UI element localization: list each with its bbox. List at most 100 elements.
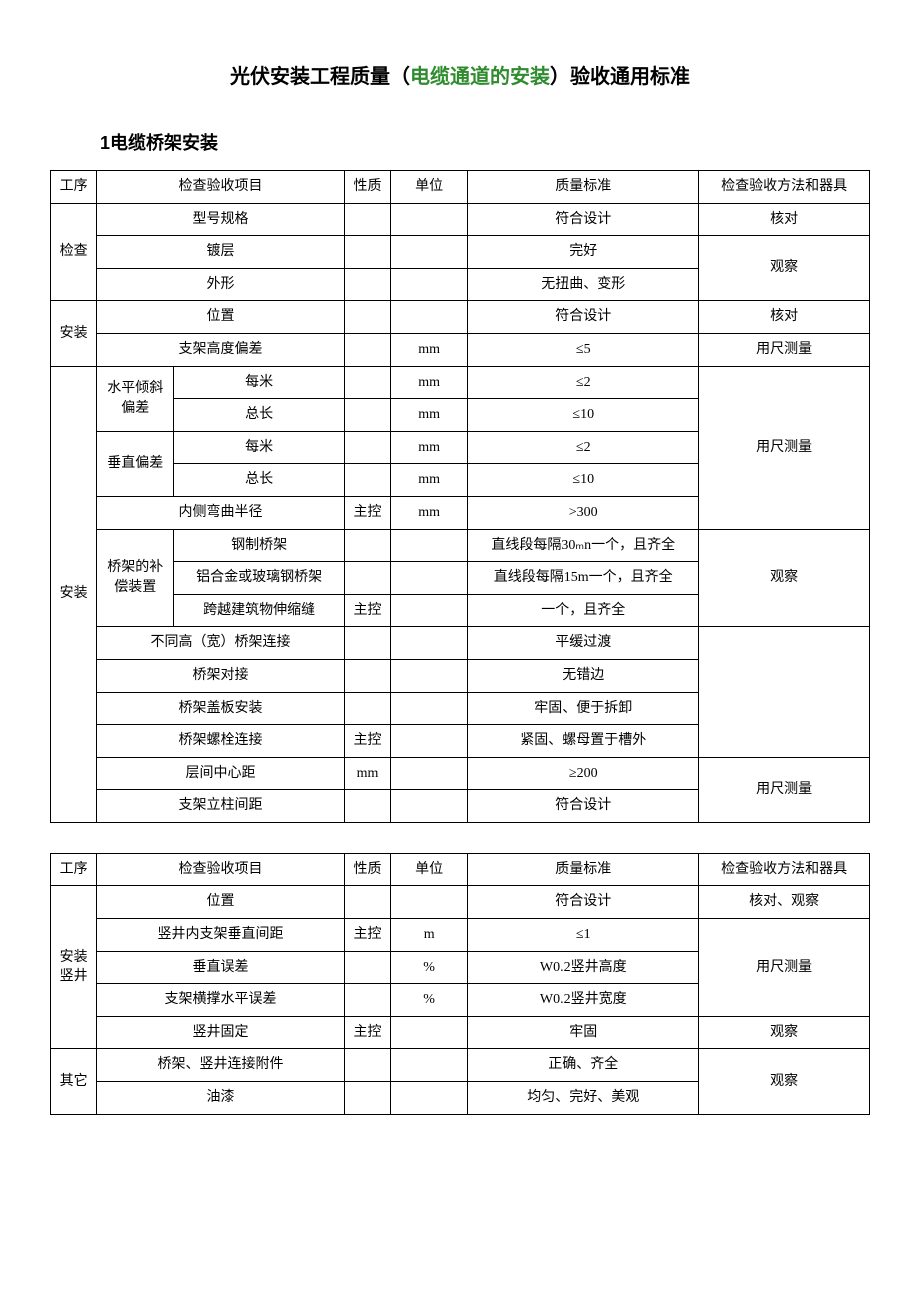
cell-item: 铝合金或玻璃钢桥架 — [174, 562, 345, 595]
cell-item: 外形 — [97, 268, 345, 301]
cell-item: 水平倾斜偏差 — [97, 366, 174, 431]
cell-unit: mm — [391, 399, 468, 432]
th-method: 检查验收方法和器具 — [699, 853, 870, 886]
cell-std: 符合设计 — [468, 886, 699, 919]
cell-unit: mm — [391, 431, 468, 464]
cell-nature — [344, 366, 390, 399]
cell-unit: % — [391, 984, 468, 1017]
section-heading-1: 1电缆桥架安装 — [100, 129, 870, 155]
cell-std: ≤2 — [468, 366, 699, 399]
th-standard: 质量标准 — [468, 171, 699, 204]
cell-nature: 主控 — [344, 1016, 390, 1049]
cell-nature — [344, 562, 390, 595]
cell-item: 跨越建筑物伸缩缝 — [174, 594, 345, 627]
cell-unit: mm — [391, 464, 468, 497]
table-row: 支架高度偏差 mm ≤5 用尺测量 — [51, 333, 870, 366]
cell-item: 支架立柱间距 — [97, 790, 345, 823]
th-nature: 性质 — [344, 171, 390, 204]
cell-unit — [391, 725, 468, 758]
cell-unit — [391, 268, 468, 301]
cell-nature — [344, 984, 390, 1017]
cell-nature — [344, 464, 390, 497]
cell-nature: mm — [344, 757, 390, 790]
cell-unit: mm — [391, 496, 468, 529]
cell-std: 符合设计 — [468, 203, 699, 236]
cell-nature — [344, 627, 390, 660]
cell-unit — [391, 301, 468, 334]
cell-unit — [391, 1082, 468, 1115]
cell-item: 垂直偏差 — [97, 431, 174, 496]
th-standard: 质量标准 — [468, 853, 699, 886]
table-row: 桥架的补偿装置 钢制桥架 直线段每隔30ₘn一个，且齐全 观察 — [51, 529, 870, 562]
cell-proc: 其它 — [51, 1049, 97, 1114]
cell-nature — [344, 529, 390, 562]
cell-item: 桥架的补偿装置 — [97, 529, 174, 627]
cell-item: 竖井内支架垂直间距 — [97, 919, 345, 952]
cell-unit — [391, 1016, 468, 1049]
cell-meth: 用尺测量 — [699, 333, 870, 366]
cell-item: 每米 — [174, 431, 345, 464]
cell-unit — [391, 790, 468, 823]
cell-std: 牢固、便于拆卸 — [468, 692, 699, 725]
cell-item: 桥架、竖井连接附件 — [97, 1049, 345, 1082]
cell-item: 镀层 — [97, 236, 345, 269]
cell-std: 完好 — [468, 236, 699, 269]
cell-item: 垂直误差 — [97, 951, 345, 984]
th-item: 检查验收项目 — [97, 171, 345, 204]
th-unit: 单位 — [391, 853, 468, 886]
cell-std: ≤10 — [468, 464, 699, 497]
cell-meth: 核对、观察 — [699, 886, 870, 919]
cell-std: W0.2竖井高度 — [468, 951, 699, 984]
cell-proc: 检查 — [51, 203, 97, 301]
cell-nature — [344, 399, 390, 432]
cell-std: 符合设计 — [468, 790, 699, 823]
cell-std: ≥200 — [468, 757, 699, 790]
cell-nature — [344, 951, 390, 984]
cell-unit — [391, 203, 468, 236]
title-part1: 光伏安装工程质量（ — [230, 66, 410, 88]
cell-item: 竖井固定 — [97, 1016, 345, 1049]
cell-nature — [344, 431, 390, 464]
table-row: 检查 型号规格 符合设计 核对 — [51, 203, 870, 236]
cell-unit — [391, 236, 468, 269]
table-row: 不同高（宽）桥架连接 平缓过渡 — [51, 627, 870, 660]
cell-std: 平缓过渡 — [468, 627, 699, 660]
cell-meth: 观察 — [699, 1016, 870, 1049]
cell-std: 一个，且齐全 — [468, 594, 699, 627]
title-part3: ）验收通用标准 — [550, 66, 690, 88]
th-item: 检查验收项目 — [97, 853, 345, 886]
cell-unit — [391, 1049, 468, 1082]
cell-nature — [344, 333, 390, 366]
cell-nature — [344, 790, 390, 823]
th-proc: 工序 — [51, 171, 97, 204]
cell-item: 支架横撑水平误差 — [97, 984, 345, 1017]
cell-std: ≤5 — [468, 333, 699, 366]
cell-std: W0.2竖井宽度 — [468, 984, 699, 1017]
table-row: 安装竖井 位置 符合设计 核对、观察 — [51, 886, 870, 919]
cell-item: 桥架对接 — [97, 659, 345, 692]
cell-meth: 观察 — [699, 529, 870, 627]
cell-item: 桥架螺栓连接 — [97, 725, 345, 758]
cell-item: 不同高（宽）桥架连接 — [97, 627, 345, 660]
cell-std: 牢固 — [468, 1016, 699, 1049]
cell-meth: 用尺测量 — [699, 366, 870, 529]
cell-nature — [344, 301, 390, 334]
table-row: 竖井固定 主控 牢固 观察 — [51, 1016, 870, 1049]
cell-meth: 观察 — [699, 1049, 870, 1114]
cell-item: 桥架盖板安装 — [97, 692, 345, 725]
table-row: 安装 位置 符合设计 核对 — [51, 301, 870, 334]
cell-std: 正确、齐全 — [468, 1049, 699, 1082]
cell-unit — [391, 659, 468, 692]
cell-meth: 用尺测量 — [699, 757, 870, 822]
cell-unit — [391, 529, 468, 562]
cell-std: 符合设计 — [468, 301, 699, 334]
cell-meth: 核对 — [699, 301, 870, 334]
th-proc: 工序 — [51, 853, 97, 886]
cell-std: 紧固、螺母置于槽外 — [468, 725, 699, 758]
cell-item: 总长 — [174, 464, 345, 497]
cell-std: ≤1 — [468, 919, 699, 952]
cell-item: 型号规格 — [97, 203, 345, 236]
cell-unit — [391, 562, 468, 595]
cell-std: >300 — [468, 496, 699, 529]
cell-proc: 安装 — [51, 366, 97, 822]
